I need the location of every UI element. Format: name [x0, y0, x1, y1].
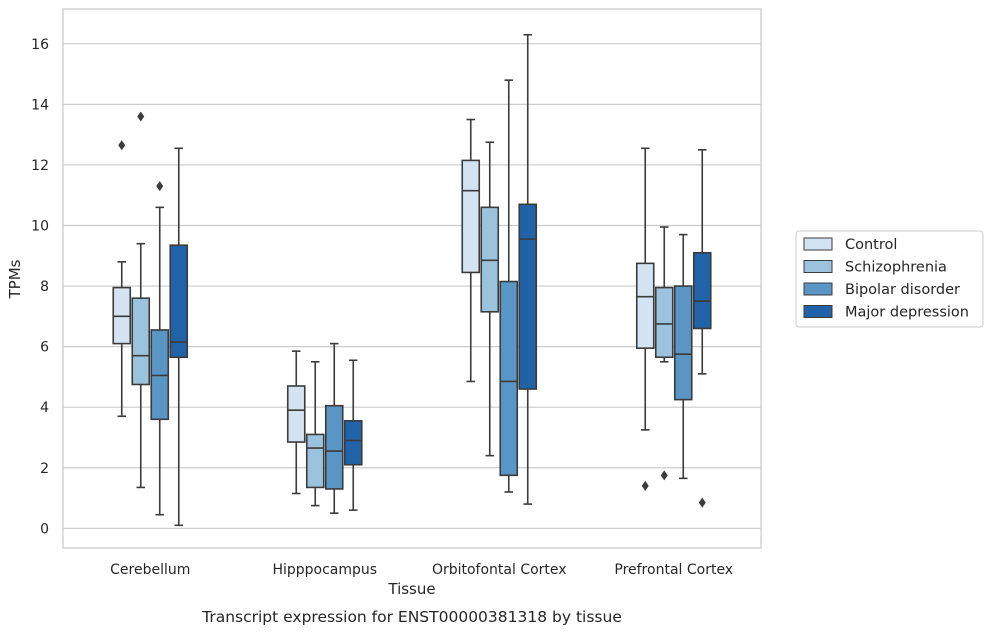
- y-tick-label: 0: [40, 521, 49, 537]
- box-group: [480, 141, 500, 457]
- legend-frame: [795, 230, 984, 328]
- outlier-point: [660, 470, 668, 481]
- legend: Control Schizophrenia Bipolar disorder Majo…: [795, 230, 984, 328]
- x-tick-label: Cerebellum: [110, 562, 190, 578]
- box-group: [518, 33, 538, 505]
- y-tick-label: 2: [40, 461, 49, 477]
- box-group: [324, 342, 344, 514]
- box-group: [461, 118, 481, 383]
- y-tick-label: 6: [40, 340, 49, 356]
- x-tick-label: Hipppocampus: [272, 562, 377, 578]
- box-group: [673, 233, 693, 480]
- boxes-layer: [112, 33, 712, 527]
- legend-label: Major depression: [845, 305, 969, 321]
- box-iqr: [673, 285, 693, 401]
- outlier-point: [137, 111, 145, 122]
- legend-swatch: [803, 282, 833, 296]
- box-group: [654, 226, 674, 481]
- box-group: [286, 350, 306, 495]
- chart-caption: Transcript expression for ENST0000038131…: [201, 608, 622, 626]
- legend-swatch: [803, 260, 833, 273]
- legend-label: Bipolar disorder: [845, 282, 960, 298]
- outlier-point: [641, 480, 649, 491]
- box-group: [692, 149, 712, 508]
- legend-items: Control Schizophrenia Bipolar disorder Majo…: [803, 237, 969, 321]
- x-axis-ticks: Cerebellum Hipppocampus Orbitofontal Corte…: [110, 562, 733, 578]
- y-tick-label: 8: [40, 279, 49, 295]
- box-iqr: [654, 286, 674, 359]
- y-tick-label: 10: [31, 219, 49, 235]
- y-tick-label: 14: [31, 97, 49, 113]
- box-iqr: [499, 280, 519, 477]
- x-tick-label: Prefrontal Cortex: [614, 562, 733, 578]
- y-tick-label: 12: [31, 158, 49, 174]
- x-axis-title: Tissue: [387, 580, 435, 598]
- box-iqr: [169, 244, 189, 359]
- outlier-point: [156, 181, 164, 192]
- box-group: [635, 147, 655, 491]
- y-tick-label: 4: [40, 400, 49, 416]
- box-group: [150, 181, 170, 516]
- y-axis-ticks: 0 2 4 6 8 10 12 14 16: [31, 37, 49, 537]
- legend-swatch: [803, 237, 833, 251]
- box-iqr: [635, 262, 655, 349]
- box-iqr: [305, 433, 325, 489]
- box-iqr: [518, 203, 538, 390]
- box-group: [169, 147, 189, 527]
- outlier-point: [698, 497, 706, 508]
- box-group: [305, 360, 325, 507]
- box-iqr: [343, 420, 363, 466]
- x-tick-label: Orbitofontal Cortex: [432, 562, 567, 578]
- outlier-point: [118, 140, 126, 151]
- box-group: [499, 79, 519, 493]
- box-iqr: [692, 251, 712, 330]
- legend-label: Control: [845, 237, 897, 253]
- box-group: [131, 111, 151, 489]
- plot-background: [63, 9, 761, 548]
- plot-frame: [62, 8, 762, 549]
- box-group: [343, 359, 363, 511]
- legend-label: Schizophrenia: [845, 260, 947, 276]
- y-tick-label: 16: [31, 37, 49, 53]
- box-iqr: [461, 159, 481, 274]
- box-iqr: [131, 297, 151, 386]
- box-group: [112, 140, 132, 418]
- legend-swatch: [803, 305, 833, 318]
- y-axis-title: TPMs: [6, 259, 24, 299]
- box-iqr: [286, 385, 306, 443]
- box-iqr: [324, 404, 344, 490]
